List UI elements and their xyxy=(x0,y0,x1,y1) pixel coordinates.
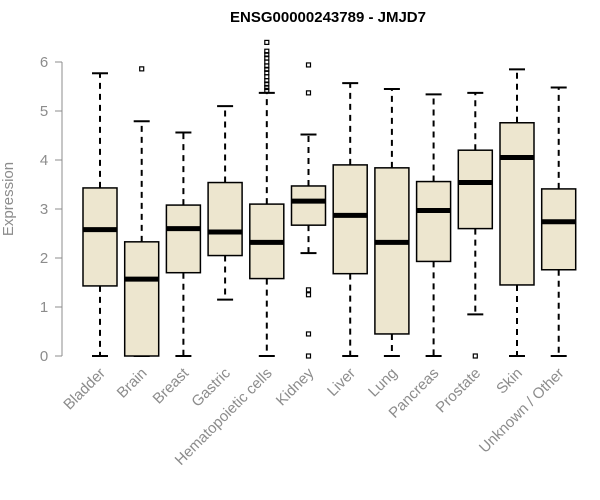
x-category-label: Breast xyxy=(150,364,193,407)
iqr-box xyxy=(82,187,118,287)
box-skin xyxy=(499,68,535,357)
x-category-label: Brain xyxy=(114,365,151,402)
outlier-point xyxy=(305,287,312,293)
outlier-point xyxy=(139,66,145,72)
y-tick-label: 4 xyxy=(40,152,48,169)
outlier-point xyxy=(305,62,312,68)
x-category-label: Prostate xyxy=(433,365,485,417)
iqr-box xyxy=(123,241,160,357)
box-lung xyxy=(374,87,410,357)
x-category-label: Skin xyxy=(493,365,526,398)
box-liver xyxy=(332,82,368,357)
y-axis: 0 1 2 3 4 5 6 xyxy=(40,54,63,365)
box-breast xyxy=(165,131,202,357)
y-tick-label: 0 xyxy=(40,348,48,365)
x-category-label: Liver xyxy=(324,365,359,400)
outlier-point xyxy=(305,292,312,298)
y-tick-label: 3 xyxy=(40,201,48,218)
x-category-label: Bladder xyxy=(60,365,109,414)
outlier-point xyxy=(264,48,270,54)
outlier-point xyxy=(305,353,312,359)
box-pancreas xyxy=(415,93,452,357)
chart-title: ENSG00000243789 - JMJD7 xyxy=(230,9,426,26)
outlier-point xyxy=(264,39,270,46)
outlier-point xyxy=(472,353,478,359)
y-tick-label: 5 xyxy=(40,103,48,120)
box-unknown-other xyxy=(540,86,577,357)
box-prostate xyxy=(457,91,494,359)
box-kidney xyxy=(290,62,327,359)
y-tick-label: 6 xyxy=(40,54,48,71)
y-tick-label: 2 xyxy=(40,250,48,267)
iqr-box xyxy=(457,149,494,230)
outlier-point xyxy=(305,331,312,337)
outlier-point xyxy=(264,87,270,94)
box-bladder xyxy=(82,72,118,357)
iqr-box xyxy=(415,180,452,263)
iqr-box xyxy=(374,167,410,335)
iqr-box xyxy=(290,185,327,226)
y-tick-label: 1 xyxy=(40,299,48,316)
iqr-box xyxy=(540,188,577,271)
iqr-box xyxy=(165,204,202,274)
box-hematopoietic-cells xyxy=(249,39,285,357)
boxes-group xyxy=(82,39,577,359)
box-brain xyxy=(123,66,160,357)
x-category-label: Lung xyxy=(365,365,401,401)
iqr-box xyxy=(332,164,368,275)
iqr-box xyxy=(207,181,243,257)
box-gastric xyxy=(207,105,243,301)
x-category-label: Kidney xyxy=(273,364,318,409)
outlier-point xyxy=(305,90,312,96)
y-axis-label: Expression xyxy=(0,162,17,236)
iqr-box xyxy=(499,122,535,286)
